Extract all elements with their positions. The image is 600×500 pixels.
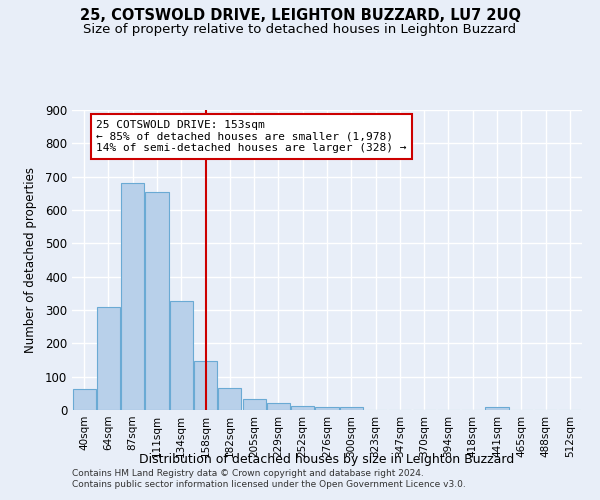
Bar (291, 406, 314, 410)
Bar (194, 360, 217, 410)
Text: Size of property relative to detached houses in Leighton Buzzard: Size of property relative to detached ho… (83, 22, 517, 36)
Text: 25, COTSWOLD DRIVE, LEIGHTON BUZZARD, LU7 2UQ: 25, COTSWOLD DRIVE, LEIGHTON BUZZARD, LU… (79, 8, 521, 22)
Bar (316, 406, 338, 410)
Bar (170, 300, 193, 410)
Bar (97, 306, 120, 410)
Text: Contains public sector information licensed under the Open Government Licence v3: Contains public sector information licen… (72, 480, 466, 489)
Bar (145, 192, 169, 410)
Bar (340, 406, 363, 410)
Bar (242, 399, 266, 410)
Bar (218, 388, 241, 410)
Bar (73, 389, 95, 410)
Bar (121, 184, 144, 410)
Bar (485, 408, 509, 410)
Y-axis label: Number of detached properties: Number of detached properties (23, 167, 37, 353)
Text: Contains HM Land Registry data © Crown copyright and database right 2024.: Contains HM Land Registry data © Crown c… (72, 468, 424, 477)
Text: 25 COTSWOLD DRIVE: 153sqm
← 85% of detached houses are smaller (1,978)
14% of se: 25 COTSWOLD DRIVE: 153sqm ← 85% of detac… (96, 120, 407, 153)
Text: Distribution of detached houses by size in Leighton Buzzard: Distribution of detached houses by size … (139, 452, 515, 466)
Bar (267, 404, 290, 410)
